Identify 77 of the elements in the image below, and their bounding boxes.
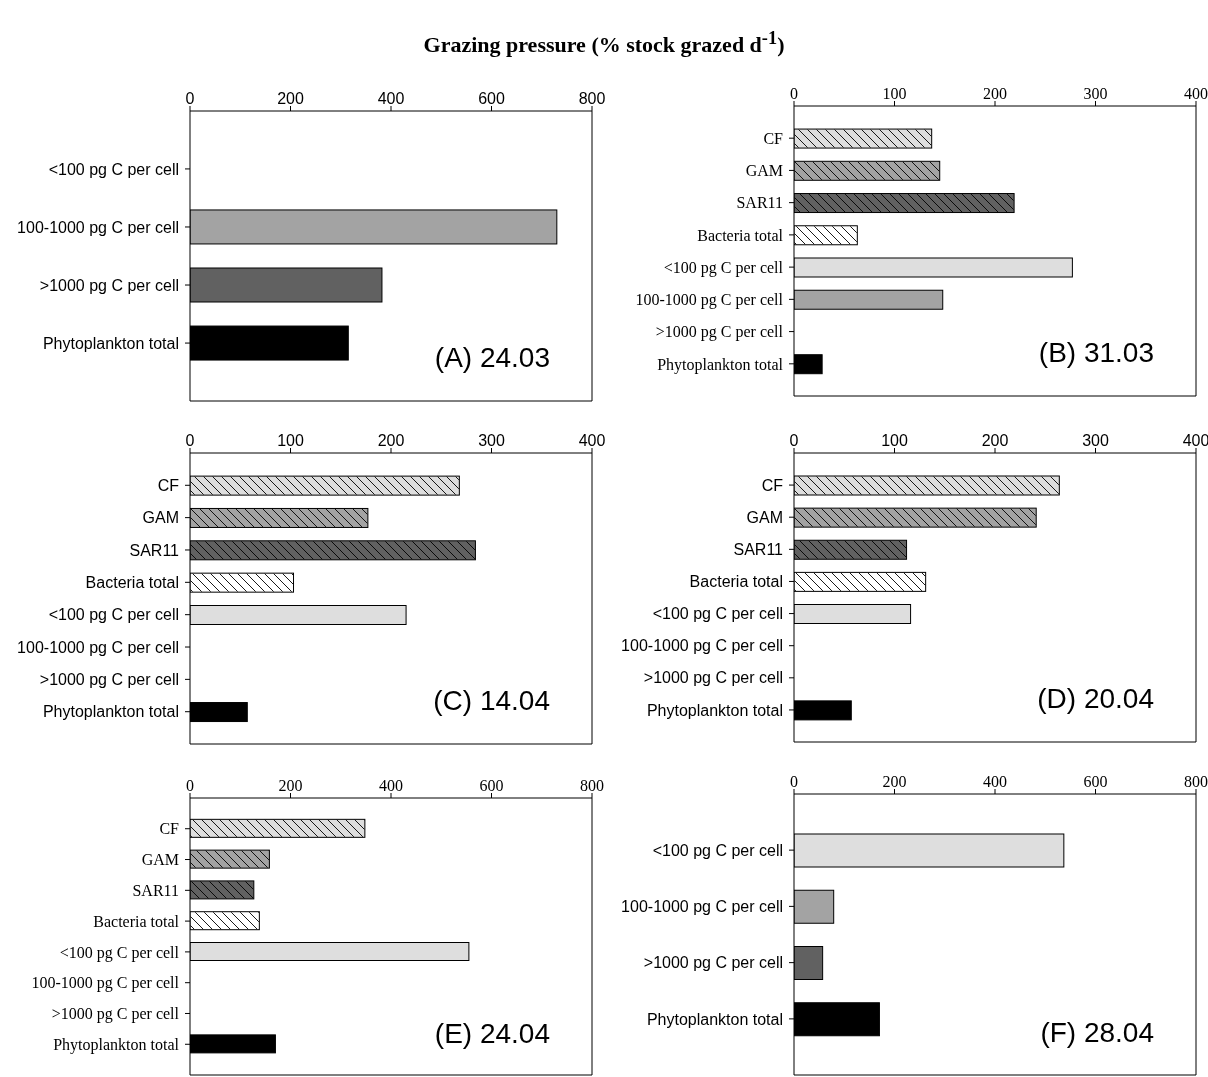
y-tick-label: >1000 pg C per cell bbox=[51, 1005, 180, 1024]
y-tick-label: <100 pg C per cell bbox=[652, 605, 783, 623]
y-tick-label: 100-1000 pg C per cell bbox=[17, 638, 179, 656]
y-tick-label: <100 pg C per cell bbox=[48, 160, 179, 178]
y-tick-label: >1000 pg C per cell bbox=[643, 954, 783, 972]
x-tick-label: 800 bbox=[1184, 773, 1208, 790]
chart-title: Grazing pressure (% stock grazed d$^{-1}$) bbox=[423, 28, 785, 58]
y-tick-label: GAM bbox=[142, 509, 179, 527]
x-tick-label: 300 bbox=[1083, 85, 1108, 102]
x-tick-label: 400 bbox=[377, 90, 405, 107]
y-tick-label: CF bbox=[157, 476, 180, 494]
x-tick-label: 400 bbox=[983, 773, 1007, 790]
x-tick-label: 200 bbox=[981, 432, 1009, 449]
y-tick-label: <100 pg C per cell bbox=[59, 943, 180, 962]
y-tick-label: Phytoplankton total bbox=[646, 701, 783, 719]
x-tick-label: 600 bbox=[478, 90, 505, 107]
x-tick-label: 0 bbox=[790, 85, 798, 102]
y-tick-label: <100 pg C per cell bbox=[652, 841, 783, 859]
x-tick-label: 300 bbox=[1082, 432, 1109, 449]
y-tick-label: 100-1000 pg C per cell bbox=[635, 291, 784, 310]
x-tick-label: 100 bbox=[277, 432, 304, 449]
y-tick-label: Phytoplankton total bbox=[42, 703, 179, 721]
x-tick-label: 200 bbox=[277, 90, 304, 107]
y-tick-label: Phytoplankton total bbox=[657, 355, 784, 374]
x-tick-label: 0 bbox=[789, 432, 799, 449]
x-tick-label: 800 bbox=[578, 90, 606, 107]
y-tick-label: <100 pg C per cell bbox=[663, 258, 784, 277]
y-tick-label: GAM bbox=[746, 508, 783, 526]
y-tick-label: <100 pg C per cell bbox=[48, 606, 179, 624]
x-tick-label: 400 bbox=[379, 777, 403, 794]
annotation: (F) 28.04 bbox=[1040, 1017, 1154, 1049]
x-tick-label: 600 bbox=[1083, 773, 1108, 790]
y-tick-label: GAM bbox=[745, 162, 783, 180]
y-tick-label: Bacteria total bbox=[93, 912, 180, 930]
annotation: (D) 20.04 bbox=[1037, 683, 1154, 715]
x-tick-label: 0 bbox=[186, 777, 194, 794]
y-tick-label: 100-1000 pg C per cell bbox=[17, 218, 179, 236]
y-tick-label: Phytoplankton total bbox=[646, 1010, 783, 1028]
annotation: (E) 24.04 bbox=[434, 1017, 550, 1049]
y-tick-label: 100-1000 pg C per cell bbox=[621, 898, 783, 916]
y-tick-label: SAR11 bbox=[129, 541, 180, 559]
x-tick-label: 300 bbox=[478, 432, 505, 449]
y-tick-label: CF bbox=[761, 476, 784, 494]
y-tick-label: CF bbox=[159, 820, 180, 838]
x-tick-label: 0 bbox=[185, 90, 195, 107]
y-tick-label: Bacteria total bbox=[689, 573, 783, 591]
x-tick-label: 0 bbox=[790, 773, 798, 790]
x-tick-label: 0 bbox=[185, 432, 195, 449]
y-tick-label: Bacteria total bbox=[697, 226, 784, 244]
x-tick-label: 200 bbox=[377, 432, 405, 449]
y-tick-label: GAM bbox=[141, 851, 179, 869]
x-tick-label: 400 bbox=[1182, 432, 1208, 449]
annotation: (B) 31.03 bbox=[1038, 337, 1154, 369]
x-tick-label: 800 bbox=[580, 777, 604, 794]
x-tick-label: 600 bbox=[479, 777, 504, 794]
x-tick-label: 100 bbox=[881, 432, 908, 449]
y-tick-label: >1000 pg C per cell bbox=[39, 671, 179, 689]
x-tick-label: 100 bbox=[882, 85, 907, 102]
y-tick-label: 100-1000 pg C per cell bbox=[31, 974, 180, 993]
annotation: (C) 14.04 bbox=[433, 685, 550, 717]
y-tick-label: >1000 pg C per cell bbox=[655, 323, 784, 342]
y-tick-label: SAR11 bbox=[736, 194, 783, 212]
x-tick-label: 200 bbox=[882, 773, 907, 790]
y-tick-label: Phytoplankton total bbox=[42, 334, 179, 352]
y-tick-label: 100-1000 pg C per cell bbox=[621, 637, 783, 655]
y-tick-label: >1000 pg C per cell bbox=[643, 669, 783, 687]
x-tick-label: 400 bbox=[1184, 85, 1208, 102]
y-tick-label: CF bbox=[763, 129, 784, 147]
x-tick-label: 400 bbox=[578, 432, 606, 449]
y-tick-label: Bacteria total bbox=[85, 574, 179, 592]
x-tick-label: 200 bbox=[983, 85, 1007, 102]
y-tick-label: SAR11 bbox=[733, 540, 784, 558]
annotation: (A) 24.03 bbox=[434, 342, 550, 374]
y-tick-label: >1000 pg C per cell bbox=[39, 276, 179, 294]
y-tick-label: SAR11 bbox=[132, 881, 179, 899]
y-tick-label: Phytoplankton total bbox=[53, 1035, 180, 1054]
x-tick-label: 200 bbox=[278, 777, 303, 794]
